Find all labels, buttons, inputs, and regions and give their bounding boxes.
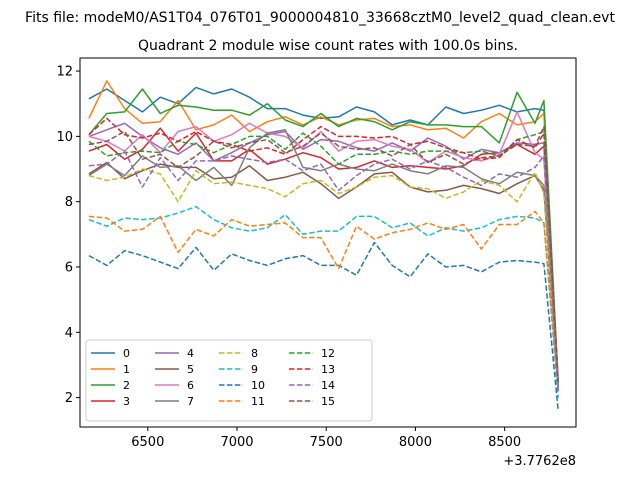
x-tick-label: 6500 [131, 435, 164, 450]
legend-label-8: 8 [251, 347, 258, 360]
series-layer [88, 80, 559, 411]
legend-label-7: 7 [187, 395, 194, 408]
x-tick-label: 8500 [488, 435, 521, 450]
y-tick-label: 10 [56, 130, 73, 145]
legend-label-6: 6 [187, 379, 194, 392]
series-line-3 [88, 127, 559, 388]
x-tick-label: 8000 [399, 435, 432, 450]
legend-label-14: 14 [321, 379, 335, 392]
figure-suptitle: Fits file: modeM0/AS1T04_076T01_90000048… [25, 10, 615, 26]
legend-label-15: 15 [321, 395, 335, 408]
legend-label-2: 2 [123, 379, 130, 392]
legend-label-0: 0 [123, 347, 130, 360]
y-tick-label: 12 [56, 65, 73, 80]
series-line-1 [88, 80, 559, 385]
series-line-15 [88, 125, 559, 382]
legend-label-12: 12 [321, 347, 335, 360]
series-line-13 [88, 117, 559, 382]
legend-label-9: 9 [251, 363, 258, 376]
legend-label-3: 3 [123, 395, 130, 408]
plot-area [79, 57, 577, 428]
series-line-9 [88, 205, 559, 398]
y-tick-label: 4 [65, 326, 73, 341]
series-line-12 [88, 130, 559, 385]
legend-label-5: 5 [187, 363, 194, 376]
series-line-10 [88, 241, 559, 411]
series-line-6 [88, 111, 559, 388]
series-line-5 [88, 161, 559, 392]
legend-label-1: 1 [123, 363, 130, 376]
series-line-8 [88, 168, 559, 392]
chart-title: Quadrant 2 module wise count rates with … [138, 38, 518, 54]
x-axis-offset-label: +3.7762e8 [503, 454, 576, 469]
x-tick-label: 7500 [310, 435, 343, 450]
series-line-0 [88, 86, 559, 388]
series-line-11 [88, 210, 559, 388]
legend-label-4: 4 [187, 347, 194, 360]
legend-label-10: 10 [251, 379, 265, 392]
series-line-2 [88, 88, 559, 382]
y-tick-label: 8 [65, 195, 73, 210]
x-tick-label: 7000 [220, 435, 253, 450]
series-line-14 [88, 150, 559, 392]
legend-label-13: 13 [321, 363, 335, 376]
y-tick-label: 2 [65, 391, 73, 406]
y-tick-label: 6 [65, 260, 73, 275]
legend-label-11: 11 [251, 395, 265, 408]
series-line-7 [88, 129, 559, 388]
